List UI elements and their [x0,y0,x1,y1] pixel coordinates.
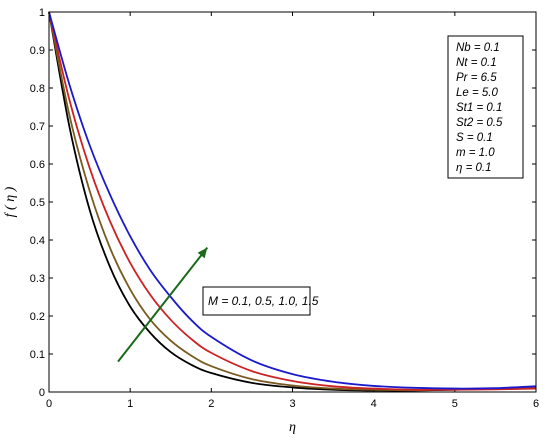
series-line-4 [48,11,537,390]
parameter-line: η = 0.1 [456,162,491,174]
y-axis-label: f ( η ) [3,186,18,217]
y-tick-label: 0.6 [30,159,45,171]
parameter-box-frame [447,35,524,179]
y-tick-label: 0.5 [30,197,45,209]
annotation-box-frame [202,286,311,316]
parameter-box: Nb = 0.1 Nt = 0.1 Pr = 6.5 Le = 5.0 St1 = 0.… [447,35,524,179]
parameter-line: St2 = 0.5 [456,117,503,129]
y-tick-label: 0 [39,387,45,399]
plot-frame [48,11,537,393]
y-tick-label: 1 [39,7,45,19]
parameter-line: St1 = 0.1 [456,102,502,114]
series-lines [48,11,537,392]
x-tick-label: 4 [371,398,377,410]
parameter-line: m = 1.0 [456,147,495,159]
x-tick-label: 2 [208,398,214,410]
parameter-line: Nb = 0.1 [456,42,500,54]
series-line-3 [48,11,537,391]
x-tick-label: 3 [289,398,295,410]
y-tick-label: 0.3 [30,273,45,285]
x-tick-label: 5 [452,398,458,410]
annotation-label: M = 0.1, 0.5, 1.0, 1.5 [208,294,319,308]
y-tick-label: 0.2 [30,311,45,323]
arrow-shaft [117,246,209,363]
x-tick-label: 6 [533,398,539,410]
parameter-line: S = 0.1 [456,132,493,144]
y-tick-label: 0.7 [30,121,45,133]
y-tick-label: 0.9 [30,45,45,57]
x-tick-label: 0 [46,398,52,410]
parameter-line: Pr = 6.5 [456,72,497,84]
parameter-line: Le = 5.0 [456,87,498,99]
increase-arrow [117,246,209,363]
x-tick-label: 1 [127,398,133,410]
y-tick-label: 0.4 [30,235,45,247]
x-axis-label: η [289,420,296,435]
parameter-line: Nt = 0.1 [456,57,497,69]
y-tick-label: 0.1 [30,349,45,361]
y-tick-label: 0.8 [30,83,45,95]
annotation-box: M = 0.1, 0.5, 1.0, 1.5 [202,286,319,316]
arrow-head [197,247,208,259]
